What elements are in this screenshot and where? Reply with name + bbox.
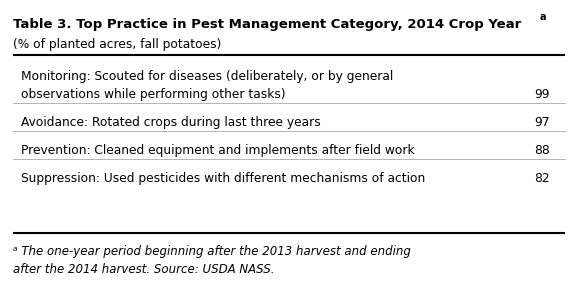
Text: observations while performing other tasks): observations while performing other task… [21,88,286,101]
Text: after the 2014 harvest. Source: USDA NASS.: after the 2014 harvest. Source: USDA NAS… [13,263,275,276]
Text: a: a [540,13,546,22]
Text: (% of planted acres, fall potatoes): (% of planted acres, fall potatoes) [13,38,222,51]
Text: Monitoring: Scouted for diseases (deliberately, or by general: Monitoring: Scouted for diseases (delibe… [21,70,394,83]
Text: 99: 99 [534,88,550,101]
Text: ᵃ The one-year period beginning after the 2013 harvest and ending: ᵃ The one-year period beginning after th… [13,245,411,258]
Text: 82: 82 [534,172,550,185]
Text: Prevention: Cleaned equipment and implements after field work: Prevention: Cleaned equipment and implem… [21,144,415,157]
Text: 88: 88 [534,144,550,157]
Text: 97: 97 [534,116,550,129]
Text: Suppression: Used pesticides with different mechanisms of action: Suppression: Used pesticides with differ… [21,172,425,185]
Text: Table 3. Top Practice in Pest Management Category, 2014 Crop Year: Table 3. Top Practice in Pest Management… [13,18,521,31]
Text: Avoidance: Rotated crops during last three years: Avoidance: Rotated crops during last thr… [21,116,321,129]
